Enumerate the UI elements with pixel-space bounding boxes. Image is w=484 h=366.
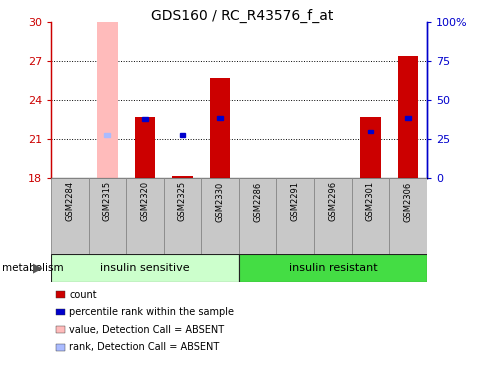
Text: GSM2286: GSM2286: [253, 182, 262, 221]
Text: count: count: [69, 290, 97, 300]
Text: rank, Detection Call = ABSENT: rank, Detection Call = ABSENT: [69, 342, 219, 352]
Bar: [351, 178, 388, 254]
Text: value, Detection Call = ABSENT: value, Detection Call = ABSENT: [69, 325, 224, 335]
Bar: [97, 22, 118, 178]
Text: GSM2315: GSM2315: [103, 182, 112, 221]
Text: GSM2306: GSM2306: [403, 182, 412, 221]
Bar: [134, 117, 155, 178]
Bar: [359, 117, 380, 178]
Bar: [142, 117, 148, 121]
Text: GSM2284: GSM2284: [65, 182, 74, 221]
Text: GSM2325: GSM2325: [178, 182, 187, 221]
Bar: [104, 133, 110, 137]
Text: GSM2330: GSM2330: [215, 182, 224, 221]
Bar: [388, 178, 426, 254]
Bar: [88, 178, 126, 254]
Bar: [179, 133, 185, 137]
Bar: [367, 130, 373, 133]
Text: GSM2291: GSM2291: [290, 182, 299, 221]
Text: ▶: ▶: [33, 261, 43, 274]
Bar: [238, 178, 276, 254]
Bar: [126, 178, 163, 254]
Bar: [209, 78, 230, 178]
Bar: [217, 116, 223, 120]
Text: GSM2296: GSM2296: [328, 182, 337, 221]
Text: GSM2320: GSM2320: [140, 182, 149, 221]
Bar: [51, 178, 88, 254]
Text: GSM2301: GSM2301: [365, 182, 374, 221]
Bar: [404, 116, 410, 120]
Bar: [201, 178, 238, 254]
Bar: [238, 254, 426, 282]
Bar: [314, 178, 351, 254]
Text: GDS160 / RC_R43576_f_at: GDS160 / RC_R43576_f_at: [151, 9, 333, 23]
Bar: [164, 178, 201, 254]
Text: percentile rank within the sample: percentile rank within the sample: [69, 307, 234, 317]
Bar: [397, 56, 418, 178]
Bar: [276, 178, 314, 254]
Text: insulin resistant: insulin resistant: [288, 263, 377, 273]
Text: metabolism: metabolism: [2, 263, 64, 273]
Text: insulin sensitive: insulin sensitive: [100, 263, 189, 273]
Bar: [172, 176, 193, 178]
Bar: [51, 254, 238, 282]
